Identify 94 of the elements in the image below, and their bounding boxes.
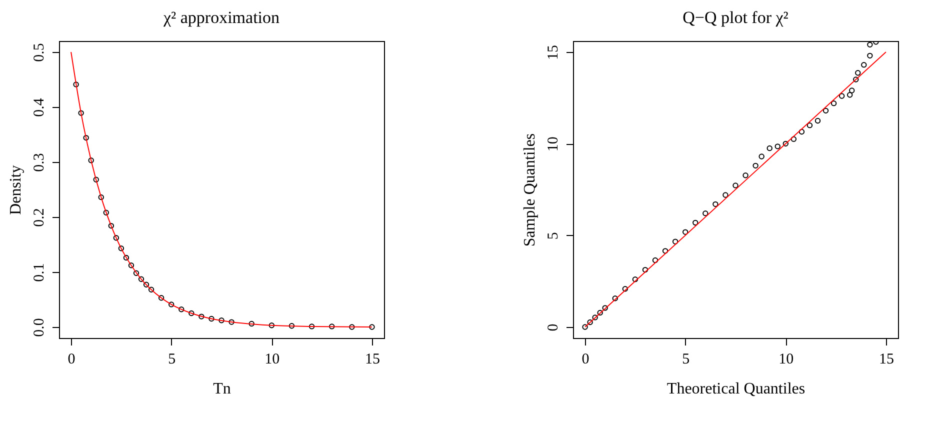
point	[652, 257, 658, 264]
point	[758, 154, 764, 160]
point	[838, 93, 845, 99]
point	[814, 118, 821, 124]
point	[861, 62, 867, 68]
point	[118, 246, 124, 252]
point	[782, 140, 788, 147]
point	[168, 302, 174, 308]
y-axis-title: Density	[8, 165, 24, 215]
point	[853, 76, 859, 82]
point	[867, 52, 873, 59]
y-tick-label: 10	[546, 136, 562, 152]
point	[597, 310, 603, 316]
point	[612, 296, 618, 302]
point	[732, 182, 738, 188]
point	[592, 314, 598, 320]
point	[83, 134, 89, 141]
y-tick-label: 0.5	[32, 43, 48, 62]
point	[662, 248, 668, 254]
point	[308, 324, 315, 330]
point	[228, 319, 234, 325]
point	[790, 136, 797, 142]
y-tick-label: 0.0	[32, 318, 48, 337]
point	[587, 319, 593, 326]
x-tick-label: 5	[168, 352, 176, 368]
point	[849, 88, 855, 94]
point	[138, 276, 144, 282]
point	[349, 324, 355, 330]
point	[128, 262, 134, 268]
point	[682, 229, 688, 235]
point	[268, 322, 274, 328]
point	[148, 286, 154, 292]
x-tick-label: 10	[778, 352, 794, 368]
point	[123, 254, 130, 261]
x-axis-title: Tn	[213, 380, 231, 398]
y-tick-label: 0.1	[32, 263, 48, 282]
point	[847, 92, 853, 98]
point	[188, 310, 194, 316]
point	[108, 222, 114, 229]
x-tick-label: 10	[264, 352, 280, 368]
chart-title: χ² approximation	[162, 8, 280, 27]
y-axis-title: Sample Quantiles	[522, 133, 538, 247]
x-tick-label: 15	[364, 352, 380, 368]
point	[867, 42, 873, 48]
point	[642, 266, 648, 273]
point	[822, 108, 829, 114]
point	[248, 320, 254, 327]
point	[103, 210, 109, 216]
line-series	[70, 52, 372, 328]
point	[602, 305, 608, 311]
y-tick-label: 0.4	[32, 98, 48, 117]
point	[78, 110, 84, 116]
x-tick-label: 0	[68, 352, 76, 368]
point	[774, 144, 780, 150]
point	[208, 316, 214, 322]
x-tick-label: 0	[582, 352, 590, 368]
point	[88, 158, 94, 164]
point	[798, 128, 805, 135]
point	[742, 172, 748, 178]
point	[218, 318, 224, 324]
point	[93, 176, 99, 182]
point	[712, 201, 718, 208]
point	[113, 235, 120, 241]
point	[143, 282, 150, 288]
point	[702, 210, 708, 216]
point	[328, 324, 335, 330]
y-tick-label: 15	[546, 45, 562, 60]
point	[73, 82, 79, 88]
y-tick-label: 0.3	[32, 153, 48, 172]
x-axis-title: Theoretical Quantiles	[666, 380, 806, 398]
point	[752, 162, 758, 169]
y-tick-label: 0.2	[32, 208, 48, 227]
point	[855, 70, 861, 76]
y-tick-label: 5	[546, 232, 562, 240]
point	[98, 194, 104, 200]
point	[692, 220, 698, 226]
point	[806, 122, 813, 128]
x-tick-label: 15	[878, 352, 894, 368]
point	[158, 295, 164, 301]
point	[766, 145, 772, 152]
point	[830, 100, 837, 106]
point	[582, 324, 588, 330]
point	[632, 276, 638, 282]
x-tick-label: 5	[682, 352, 690, 368]
y-tick-label: 0	[546, 324, 562, 332]
point	[722, 192, 728, 198]
chart-title: Q−Q plot for χ²	[682, 8, 788, 27]
point	[198, 314, 204, 320]
point	[133, 270, 140, 276]
point	[288, 323, 295, 329]
point	[178, 306, 184, 312]
point	[622, 286, 628, 292]
point	[672, 238, 678, 244]
point	[369, 324, 375, 330]
